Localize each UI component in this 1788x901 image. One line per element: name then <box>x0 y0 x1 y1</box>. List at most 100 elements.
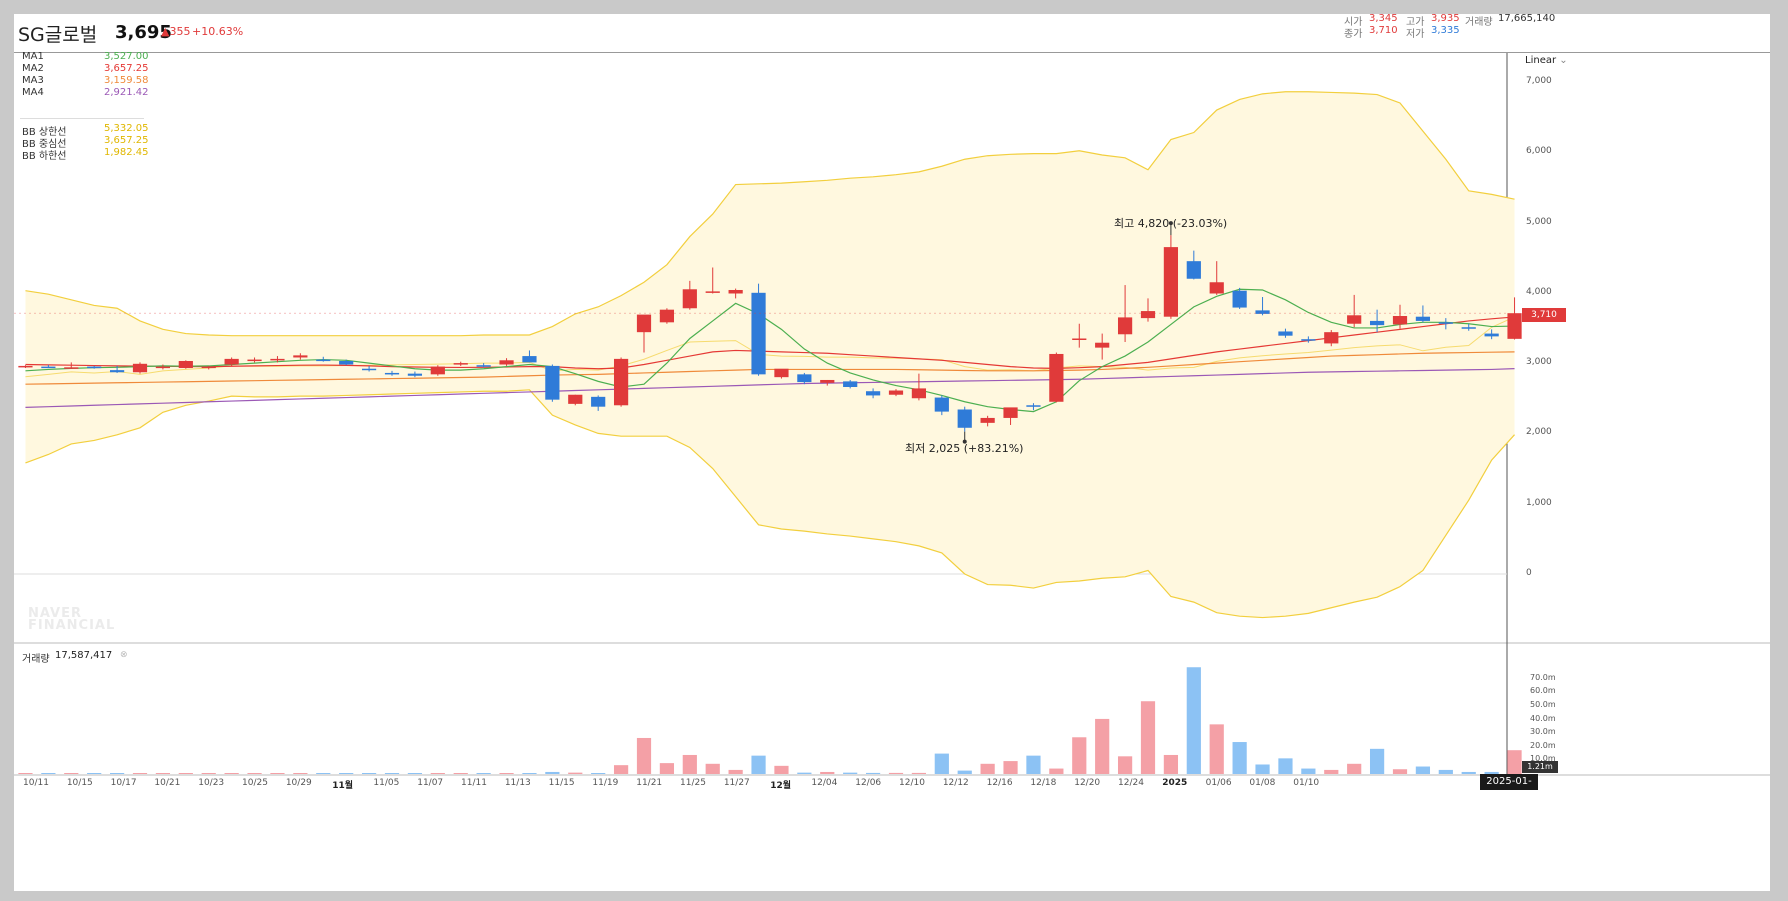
scale-mode-label: Linear <box>1525 55 1557 66</box>
bb-lower-label: BB 하한선 <box>22 151 67 162</box>
bb-mid-line <box>25 316 1515 378</box>
low-label: 저가 <box>1406 29 1425 40</box>
candle-body <box>499 360 514 365</box>
volume-bar <box>155 773 171 774</box>
candle-body <box>934 397 949 412</box>
volume-bar <box>1301 768 1316 774</box>
ma1-value: 3,527.00 <box>104 51 149 62</box>
candle-body <box>64 367 79 369</box>
current-volume-tag: 1.21m <box>1522 761 1558 773</box>
candle-body <box>201 366 216 369</box>
volume-bar <box>1232 742 1247 774</box>
high-label: 고가 <box>1406 17 1425 28</box>
ma2-value: 3,657.25 <box>104 63 149 74</box>
watermark-line-2: FINANCIAL <box>28 618 116 633</box>
candle-body <box>109 370 125 373</box>
ma4-value: 2,921.42 <box>104 87 149 98</box>
stock-chart-window: SG글로벌 3,695 ▲355 +10.63% 시가 3,345 고가 3,9… <box>14 14 1770 891</box>
candle-body <box>1003 407 1018 418</box>
date-tick-label: 12월 <box>770 781 791 791</box>
stock-header: SG글로벌 3,695 ▲355 +10.63% 시가 3,345 고가 3,9… <box>14 14 1770 53</box>
candle-body <box>682 289 697 309</box>
high-marker-dot <box>1168 221 1173 226</box>
volume-bar <box>957 770 972 774</box>
candle-body <box>1278 331 1293 336</box>
date-tick-label: 12/24 <box>1118 778 1144 788</box>
candle-body <box>1117 317 1133 335</box>
candle-body <box>430 366 445 375</box>
date-tick-label: 11/11 <box>461 778 487 788</box>
candle-body <box>407 373 423 376</box>
candle-body <box>361 368 377 371</box>
volume-panel-value: 17,587,417 <box>55 650 113 661</box>
volume-bar <box>87 773 102 774</box>
volume-bar <box>1072 737 1087 774</box>
bb-lower-value: 1,982.45 <box>104 147 149 158</box>
candle-body <box>132 363 148 373</box>
candle-body <box>613 358 629 406</box>
volume-bar <box>339 773 354 774</box>
close-icon[interactable]: ⊗ <box>120 650 128 660</box>
candle-body <box>18 365 33 368</box>
volume-tick-label: 10.0m <box>1530 754 1556 764</box>
candle-body <box>178 360 193 369</box>
bb-upper-line <box>25 91 1515 337</box>
date-tick-label: 11/27 <box>723 778 750 788</box>
volume-bar <box>1369 748 1385 774</box>
volume-tick-label: 40.0m <box>1530 713 1556 723</box>
price-change-rate: +10.63% <box>192 25 244 38</box>
candle-body <box>659 309 675 323</box>
candle-body <box>1484 333 1499 337</box>
volume-bar <box>64 773 79 774</box>
volume-bar <box>293 773 308 774</box>
volume-bar <box>911 772 927 774</box>
candle-body <box>1255 310 1270 314</box>
stock-name[interactable]: SG글로벌 <box>18 24 98 46</box>
candle-body <box>1438 322 1453 324</box>
price-tick-label: 0 <box>1526 568 1532 578</box>
candle-body <box>820 379 835 383</box>
date-tick-label: 11/21 <box>636 778 663 788</box>
ma1-label: MA1 <box>22 51 44 62</box>
volume-tick-label: 50.0m <box>1530 700 1556 709</box>
volume-bar <box>522 773 537 774</box>
date-tick-label: 10/21 <box>154 778 181 788</box>
candle-body <box>339 360 354 365</box>
candle-body <box>957 409 972 428</box>
volume-bar <box>453 773 468 774</box>
volume-bar <box>613 765 629 774</box>
volume-bar <box>384 773 400 774</box>
watermark-line-1: NAVER <box>28 606 83 621</box>
volume-bar <box>201 773 216 774</box>
candle-body <box>247 359 262 362</box>
candle-body <box>980 417 995 423</box>
volume-bar <box>1163 754 1179 774</box>
ma3-value: 3,159.58 <box>104 75 149 86</box>
scale-mode-dropdown[interactable]: Linear ⌄ <box>1525 55 1568 66</box>
candle-body <box>1461 327 1476 329</box>
volume-label: 거래량 <box>1465 17 1493 28</box>
chart-canvas[interactable] <box>14 14 1770 891</box>
current-price-tag: 3,710 <box>1522 308 1566 322</box>
chevron-down-icon: ⌄ <box>1559 55 1568 66</box>
open-value: 3,345 <box>1369 14 1398 24</box>
candle-body <box>1049 353 1064 402</box>
candle-body <box>41 366 56 369</box>
price-tick-label: 4,000 <box>1526 286 1552 297</box>
candle-body <box>1507 313 1522 339</box>
volume-tick-label: 20.0m <box>1530 740 1556 750</box>
volume-bar <box>751 755 766 774</box>
volume-bar <box>934 753 949 774</box>
date-tick-label: 11/19 <box>592 778 619 788</box>
legend-divider <box>20 118 144 119</box>
candle-body <box>155 366 171 369</box>
ma3-line <box>25 351 1515 385</box>
volume-bar <box>1392 769 1408 774</box>
date-tick-label: 12/16 <box>986 778 1013 788</box>
date-tick-label: 10/15 <box>66 778 93 788</box>
candle-body <box>87 366 102 369</box>
candle-body <box>1415 316 1431 321</box>
candle-body <box>1072 338 1087 340</box>
candle-body <box>774 368 789 378</box>
volume-bar <box>774 765 789 774</box>
